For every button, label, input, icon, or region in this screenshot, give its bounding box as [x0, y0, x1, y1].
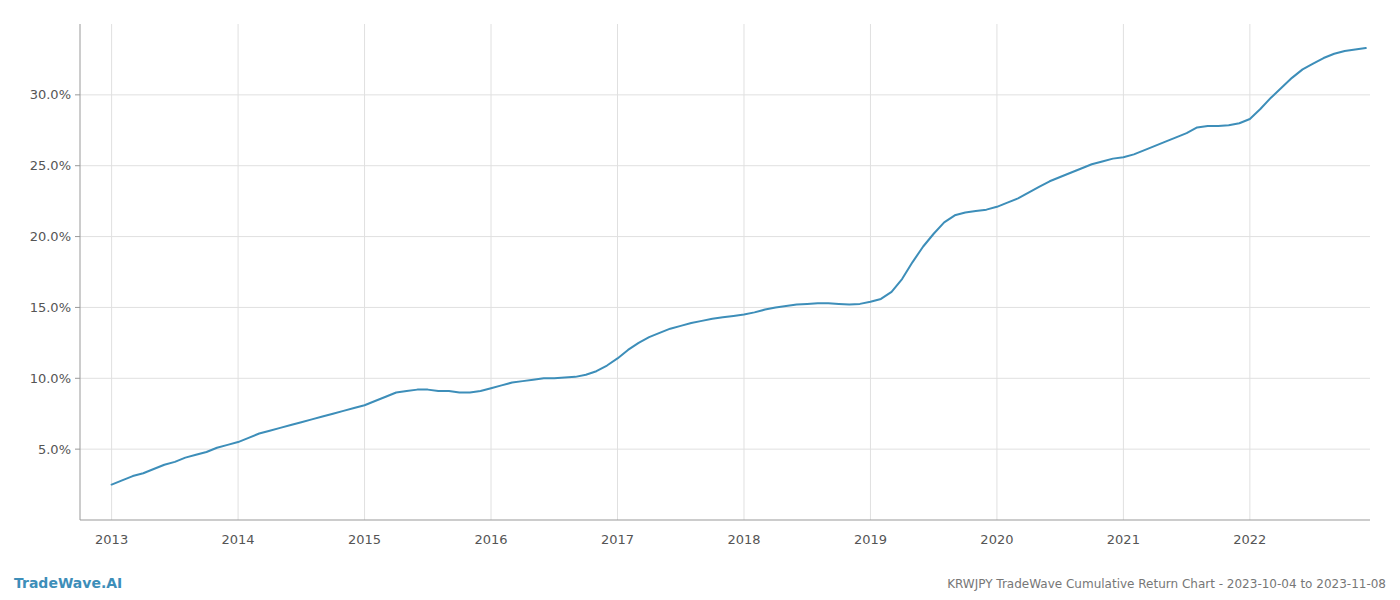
x-grid-line [617, 24, 618, 520]
y-grid-line [80, 165, 1370, 166]
grid [80, 24, 1370, 520]
y-tick-label: 15.0% [30, 300, 71, 315]
y-grid-line [80, 307, 1370, 308]
y-tick-label: 30.0% [30, 87, 71, 102]
x-grid-line [111, 24, 112, 520]
x-grid-line [238, 24, 239, 520]
x-tick-label: 2013 [95, 532, 128, 547]
x-grid-line [996, 24, 997, 520]
x-grid-line [743, 24, 744, 520]
x-tick-label: 2017 [601, 532, 634, 547]
chart: 2013 2014 2015 2016 2017 2018 2019 2020 2021 2022… [0, 0, 1400, 600]
y-tick [75, 449, 80, 450]
y-grid-line [80, 94, 1370, 95]
y-tick [75, 378, 80, 379]
y-tick-label: 20.0% [30, 229, 71, 244]
y-grid-line [80, 378, 1370, 379]
x-grid-line [364, 24, 365, 520]
watermark: TradeWave.AI [14, 575, 122, 591]
x-tick-label: 2021 [1107, 532, 1140, 547]
x-grid-line [870, 24, 871, 520]
y-tick-label: 10.0% [30, 371, 71, 386]
line [112, 48, 1366, 484]
y-tick-label: 25.0% [30, 158, 71, 173]
y-tick [75, 165, 80, 166]
y-tick [75, 94, 80, 95]
x-tick-label: 2016 [474, 532, 507, 547]
x-tick-label: 2018 [727, 532, 760, 547]
x-tick-label: 2015 [348, 532, 381, 547]
x-grid-line [491, 24, 492, 520]
x-tick-label: 2020 [980, 532, 1013, 547]
x-grid-line [1249, 24, 1250, 520]
x-tick-label: 2019 [854, 532, 887, 547]
x-grid-line [1123, 24, 1124, 520]
title: KRWJPY TradeWave Cumulative Return Chart… [947, 577, 1386, 591]
x-axis-line [80, 520, 1370, 521]
y-grid-line [80, 236, 1370, 237]
y-axis-line [80, 24, 81, 520]
x-tick-label: 2014 [222, 532, 255, 547]
plot-area [112, 48, 1366, 484]
y-tick [75, 236, 80, 237]
y-grid-line [80, 449, 1370, 450]
y-tick [75, 307, 80, 308]
axes: 2013 2014 2015 2016 2017 2018 2019 2020 2021 2022… [30, 24, 1370, 547]
y-tick-label: 5.0% [38, 442, 71, 457]
x-tick-label: 2022 [1233, 532, 1266, 547]
